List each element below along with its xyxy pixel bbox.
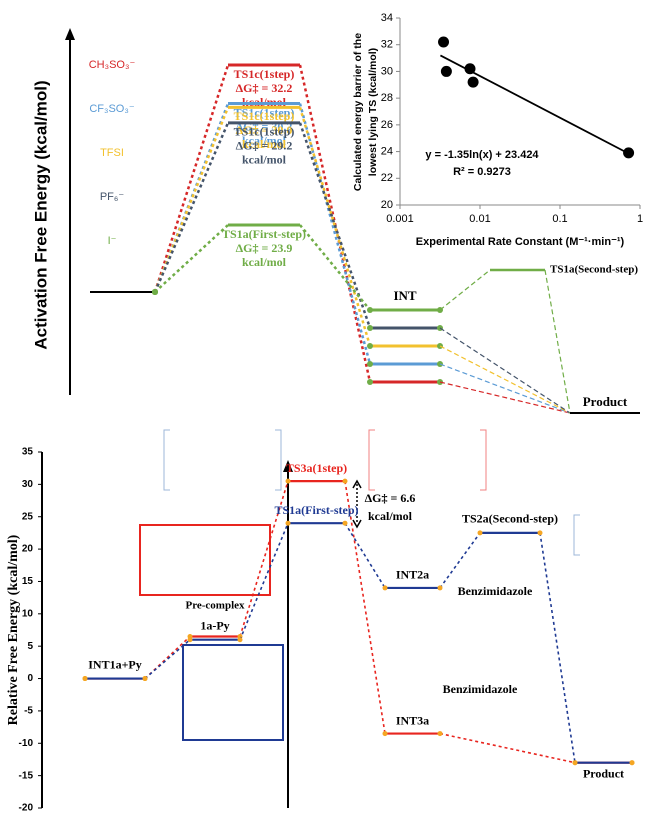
level-dot <box>152 289 158 295</box>
level-dot <box>383 731 388 736</box>
level-dot <box>367 361 373 367</box>
ts-label: TS1c(1step) <box>234 125 295 139</box>
y-tick-label: -15 <box>19 770 34 781</box>
y-tick-label: 30 <box>381 65 393 77</box>
y-tick-label: 34 <box>381 12 393 24</box>
y-tick-label: 10 <box>22 608 34 619</box>
int-label: INT <box>393 288 416 303</box>
barrier-label: ΔG‡ = 32.2 <box>236 81 293 95</box>
ts-label: TS1a(First-step) <box>222 227 306 241</box>
level-label: TS2a(Second-step) <box>462 512 558 526</box>
level-label: 1a-Py <box>200 618 229 632</box>
annotation: R² = 0.9273 <box>453 166 511 178</box>
y-axis-title: Calculated energy barrier of the <box>352 33 364 191</box>
level-dot <box>367 307 373 313</box>
y-tick-label: 22 <box>381 172 393 184</box>
annotation: Pre-complex <box>185 600 245 612</box>
barrier-label: ΔG‡ = 29.2 <box>236 139 293 153</box>
level-dot <box>367 379 373 385</box>
level-dot <box>438 585 443 590</box>
anion-name: I⁻ <box>108 235 117 247</box>
annotation: y = -1.35ln(x) + 23.424 <box>425 149 539 161</box>
point <box>468 77 479 88</box>
y-tick-label: 25 <box>22 511 34 522</box>
y-tick-label: 30 <box>22 479 34 490</box>
level-label: TS3a(1step) <box>286 461 347 475</box>
annotation: kcal/mol <box>368 509 413 523</box>
level-label: INT3a <box>396 713 429 727</box>
product-label: Product <box>583 394 628 409</box>
y-tick-label: 20 <box>22 544 34 555</box>
level-dot <box>143 676 148 681</box>
level-dot <box>438 731 443 736</box>
unit-label: kcal/mol <box>242 153 287 167</box>
ts-label: TS1c(1step) <box>234 67 295 81</box>
x-tick-label: 1 <box>637 213 643 225</box>
point <box>441 66 452 77</box>
anion-name: TFSI <box>100 147 124 159</box>
y-tick-label: 20 <box>381 199 393 211</box>
figure: Activation Free Energy (kcal/mol) CH₃SO₃⁻… <box>0 0 668 816</box>
level-dot <box>343 521 348 526</box>
point <box>438 37 449 48</box>
y-tick-label: 0 <box>27 673 33 684</box>
level-label: TS1a(First-step) <box>275 503 359 517</box>
y-tick-label: -10 <box>19 738 34 749</box>
annotation: Benzimidazole <box>443 682 518 696</box>
y-tick-label: 26 <box>381 119 393 131</box>
level-dot <box>343 479 348 484</box>
y-tick-label: 24 <box>381 145 393 157</box>
level-dot <box>538 530 543 535</box>
y-tick-label: 28 <box>381 92 393 104</box>
y-tick-label: 35 <box>22 447 34 458</box>
level-dot <box>238 637 243 642</box>
y-tick-label: 5 <box>27 641 33 652</box>
anion-name: CH₃SO₃⁻ <box>89 59 136 71</box>
y-tick-label: -20 <box>19 803 34 814</box>
point <box>623 147 634 158</box>
barrier-label: ΔG‡ = 23.9 <box>236 241 293 255</box>
x-tick-label: 0.1 <box>552 213 567 225</box>
y-tick-label: 15 <box>22 576 34 587</box>
y-axis-title: lowest lying TS (kcal/mol) <box>367 48 379 176</box>
y-tick-label: 32 <box>381 39 393 51</box>
x-tick-label: 0.001 <box>386 213 414 225</box>
level-dot <box>367 343 373 349</box>
level-dot <box>383 585 388 590</box>
anion-name: CF₃SO₃⁻ <box>89 103 135 115</box>
ts-label: TS1c(1step) <box>234 109 295 123</box>
annotation: Benzimidazole <box>458 584 533 598</box>
anion-name: PF₆⁻ <box>100 191 124 203</box>
level-dot <box>573 760 578 765</box>
level-dot <box>478 530 483 535</box>
level-label: INT2a <box>396 568 429 582</box>
x-axis-title: Experimental Rate Constant (M⁻¹·min⁻¹) <box>416 236 625 248</box>
annotation: ΔG‡ = 6.6 <box>365 491 416 505</box>
level-dot <box>367 325 373 331</box>
unit-label: kcal/mol <box>242 255 287 269</box>
point <box>465 63 476 74</box>
level-dot <box>286 479 291 484</box>
level-label: INT1a+Py <box>88 657 142 671</box>
level-dot <box>630 760 635 765</box>
y-tick-label: -5 <box>24 706 33 717</box>
x-tick-label: 0.01 <box>469 213 490 225</box>
level-label: Product <box>583 766 624 780</box>
y-axis-title: Relative Free Energy (kcal/mol) <box>6 534 21 725</box>
y-axis-title: Activation Free Energy (kcal/mol) <box>31 80 50 349</box>
level-dot <box>188 637 193 642</box>
level-dot <box>83 676 88 681</box>
level-dot <box>286 521 291 526</box>
ts2-label: TS1a(Second-step) <box>550 264 638 276</box>
